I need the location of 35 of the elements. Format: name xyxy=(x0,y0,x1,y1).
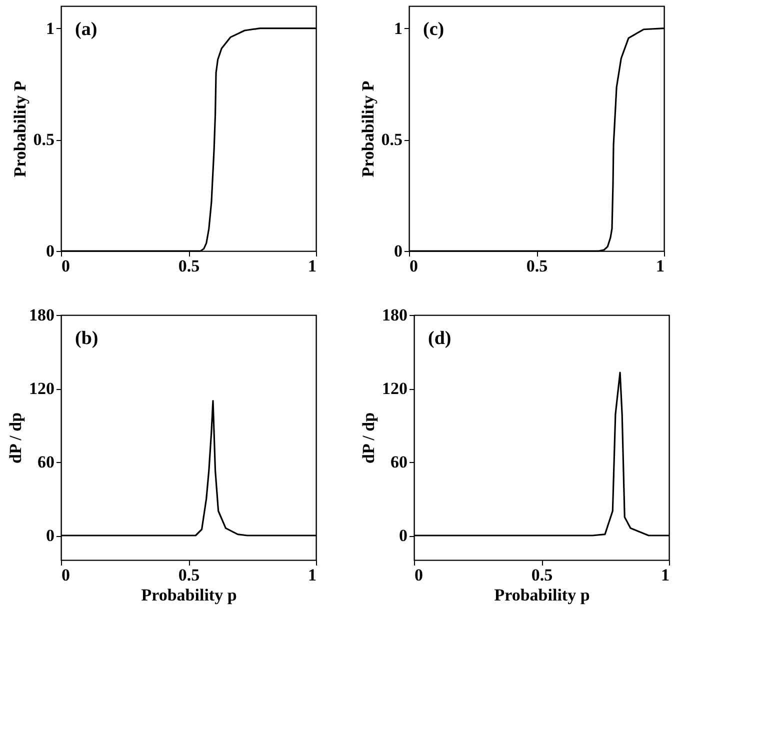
y-tick-label: 1 xyxy=(394,18,402,38)
y-tick-label: 60 xyxy=(38,452,54,472)
x-tick-label: 0 xyxy=(62,566,70,584)
y-tick-label: 0 xyxy=(394,242,402,260)
y-tick-label: 120 xyxy=(382,379,408,398)
annotation: (a) xyxy=(75,19,98,40)
y-tick-label: 180 xyxy=(29,306,54,324)
y-axis-title: Probability P xyxy=(10,80,30,178)
y-tick-label: 1 xyxy=(46,18,54,38)
y-tick-label: 0.5 xyxy=(33,130,54,150)
y-tick-label: 0.5 xyxy=(381,130,402,150)
y-tick-label: 60 xyxy=(390,452,408,472)
x-tick-label: 0.5 xyxy=(178,566,200,584)
x-tick-label: 1 xyxy=(308,566,316,584)
x-axis-title: Probability p xyxy=(494,586,590,604)
x-tick-label: 0 xyxy=(414,566,423,584)
x-tick-label: 0.5 xyxy=(531,566,553,584)
annotation: (d) xyxy=(428,328,452,349)
x-tick-label: 1 xyxy=(308,256,316,276)
annotation: (b) xyxy=(75,328,98,349)
x-tick-label: 1 xyxy=(656,256,664,276)
y-tick-label: 180 xyxy=(382,306,408,324)
y-tick-label: 0 xyxy=(46,526,54,545)
y-tick-label: 0 xyxy=(46,242,54,260)
y-tick-label: 0 xyxy=(399,526,408,545)
y-axis-title: Probability P xyxy=(358,80,378,178)
x-axis-title: Probability p xyxy=(141,586,237,604)
x-tick-label: 1 xyxy=(661,566,670,584)
y-axis-title: dP / dp xyxy=(359,412,378,464)
x-tick-label: 0.5 xyxy=(526,256,548,276)
x-tick-label: 0 xyxy=(62,256,70,276)
x-tick-label: 0.5 xyxy=(178,256,200,276)
y-tick-label: 120 xyxy=(29,379,54,398)
y-axis-title: dP / dp xyxy=(6,412,25,464)
annotation: (c) xyxy=(423,19,444,40)
